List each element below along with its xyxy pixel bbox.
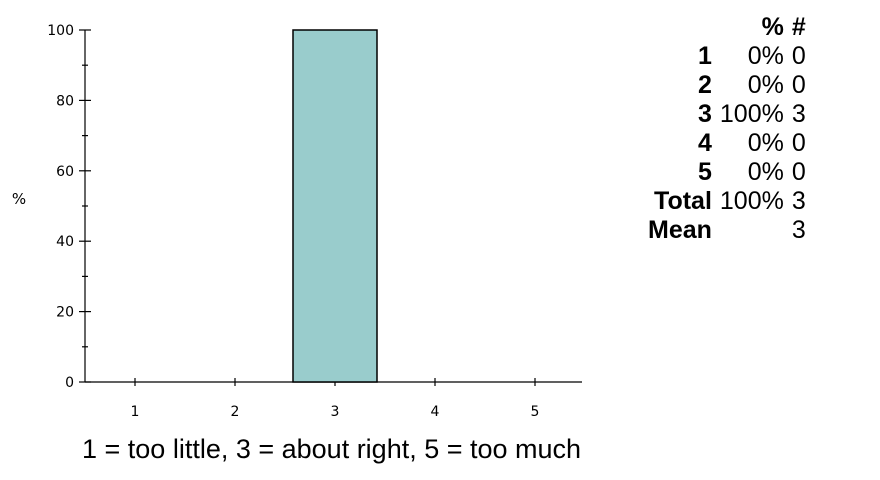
row-percent: 0% — [747, 158, 784, 186]
row-percent: 0% — [747, 71, 784, 99]
row-label: 5 — [698, 158, 712, 186]
y-tick-label: 100 — [47, 23, 74, 39]
bar-chart: 0 20 40 60 80 100 1 2 3 4 5 % — [12, 23, 582, 420]
row-label: 3 — [698, 100, 712, 128]
row-label: 4 — [698, 129, 712, 157]
table-row: 1 0% 0 — [640, 43, 806, 72]
table-row: 4 0% 0 — [640, 130, 806, 159]
x-tick-label: 5 — [531, 404, 540, 420]
y-axis: 0 20 40 60 80 100 — [47, 23, 91, 391]
scale-caption: 1 = too little, 3 = about right, 5 = too… — [82, 434, 582, 464]
y-tick-label: 20 — [56, 305, 74, 321]
x-axis: 1 2 3 4 5 — [85, 378, 582, 420]
table-row: 2 0% 0 — [640, 72, 806, 101]
bars — [292, 29, 378, 383]
row-label: Total — [654, 187, 712, 215]
stats-table: % # 1 0% 0 2 0% 0 3 100% 3 4 0% 0 5 0% 0 — [640, 14, 806, 246]
row-label: 1 — [698, 42, 712, 70]
row-label: 2 — [698, 71, 712, 99]
x-tick-label: 3 — [331, 404, 340, 420]
x-tick-label: 1 — [131, 404, 140, 420]
stats-header-empty — [640, 14, 712, 43]
y-tick-label: 40 — [56, 234, 74, 250]
row-label: Mean — [648, 216, 712, 244]
table-row-mean: Mean 3 — [640, 217, 806, 246]
row-percent: 0% — [747, 129, 784, 157]
row-count: 0 — [791, 71, 806, 99]
stats-header-percent: % — [761, 13, 784, 41]
y-axis-label: % — [12, 190, 26, 208]
row-percent: 0% — [747, 42, 784, 70]
row-count: 0 — [791, 158, 806, 186]
row-percent — [712, 217, 784, 246]
y-tick-label: 0 — [65, 375, 74, 391]
y-tick-label: 80 — [56, 93, 74, 109]
row-percent: 100% — [719, 100, 784, 128]
table-row: 5 0% 0 — [640, 159, 806, 188]
row-count: 0 — [791, 42, 806, 70]
x-tick-label: 2 — [231, 404, 240, 420]
x-tick-label: 4 — [431, 404, 440, 420]
row-count: 3 — [791, 216, 806, 244]
stats-header-row: % # — [640, 14, 806, 43]
y-tick-label: 60 — [56, 164, 74, 180]
row-count: 3 — [791, 187, 806, 215]
table-row: 3 100% 3 — [640, 101, 806, 130]
row-count: 0 — [791, 129, 806, 157]
stats-header-count: # — [791, 13, 806, 41]
bar-3 — [292, 29, 378, 383]
row-percent: 100% — [719, 187, 784, 215]
table-row-total: Total 100% 3 — [640, 188, 806, 217]
row-count: 3 — [791, 100, 806, 128]
